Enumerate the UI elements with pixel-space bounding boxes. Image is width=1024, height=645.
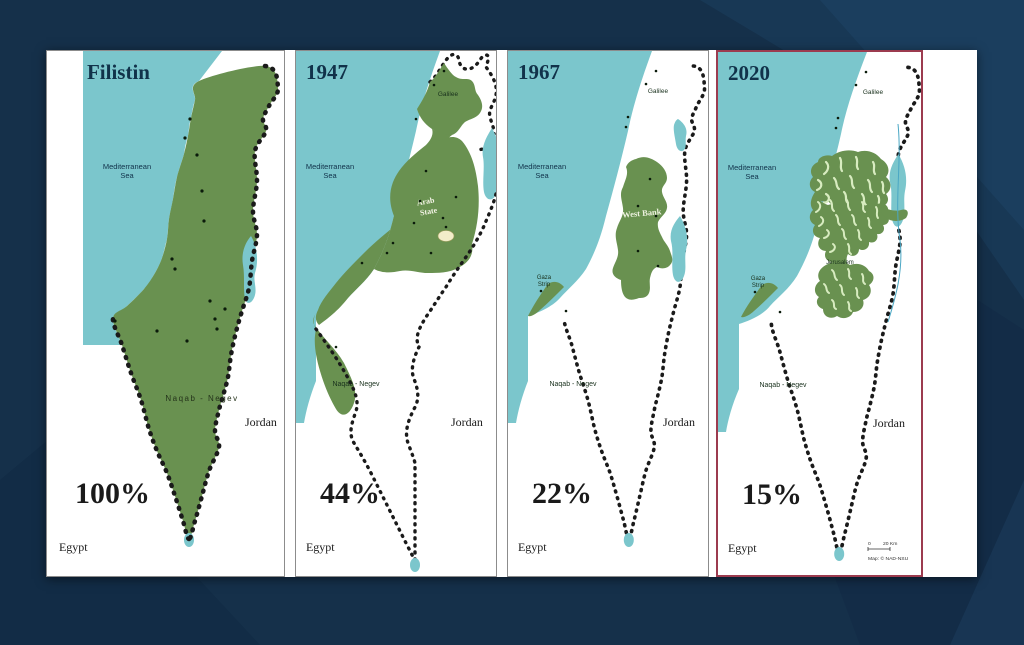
- svg-text:Naqab - Negev: Naqab - Negev: [165, 394, 238, 403]
- svg-text:1967: 1967: [518, 60, 560, 84]
- svg-text:Egypt: Egypt: [728, 541, 757, 555]
- svg-text:Naqab - Negev: Naqab - Negev: [332, 381, 379, 388]
- svg-text:Filistin: Filistin: [87, 60, 150, 84]
- svg-text:Sea: Sea: [120, 171, 134, 180]
- svg-text:Galilee: Galilee: [648, 88, 669, 95]
- svg-text:0: 0: [868, 541, 871, 547]
- svg-text:Egypt: Egypt: [59, 540, 88, 554]
- svg-text:Jerusalem: Jerusalem: [826, 260, 854, 266]
- svg-text:Galilee: Galilee: [863, 89, 884, 96]
- svg-text:Gaza: Gaza: [537, 275, 552, 281]
- svg-text:Gaza: Gaza: [751, 276, 766, 282]
- svg-text:1947: 1947: [306, 60, 348, 84]
- svg-text:Strip: Strip: [538, 282, 551, 288]
- svg-text:Egypt: Egypt: [518, 540, 547, 554]
- svg-text:Strip: Strip: [752, 283, 765, 289]
- svg-text:Mediterranean: Mediterranean: [306, 162, 354, 171]
- svg-text:22%: 22%: [532, 477, 592, 510]
- svg-text:Sea: Sea: [323, 171, 337, 180]
- svg-text:Naqab - Negev: Naqab - Negev: [550, 381, 597, 388]
- svg-text:Jordan: Jordan: [663, 415, 695, 429]
- svg-text:100%: 100%: [75, 477, 150, 510]
- svg-text:Galilee: Galilee: [438, 91, 459, 98]
- svg-text:Naqab - Negev: Naqab - Negev: [760, 382, 807, 389]
- svg-text:Jordan: Jordan: [245, 415, 277, 429]
- svg-text:Mediterranean: Mediterranean: [518, 162, 566, 171]
- svg-text:Sea: Sea: [535, 171, 549, 180]
- svg-text:Sea: Sea: [745, 172, 759, 181]
- svg-text:2020: 2020: [728, 61, 770, 85]
- svg-text:Jordan: Jordan: [451, 415, 483, 429]
- svg-text:15%: 15%: [742, 478, 802, 511]
- svg-text:Mediterranean: Mediterranean: [728, 163, 776, 172]
- svg-text:44%: 44%: [320, 477, 380, 510]
- svg-text:Jordan: Jordan: [873, 416, 905, 430]
- svg-text:Egypt: Egypt: [306, 540, 335, 554]
- svg-text:Map: © NAD-NSU: Map: © NAD-NSU: [868, 555, 909, 562]
- svg-text:Mediterranean: Mediterranean: [103, 162, 151, 171]
- svg-text:20 Km: 20 Km: [883, 541, 897, 547]
